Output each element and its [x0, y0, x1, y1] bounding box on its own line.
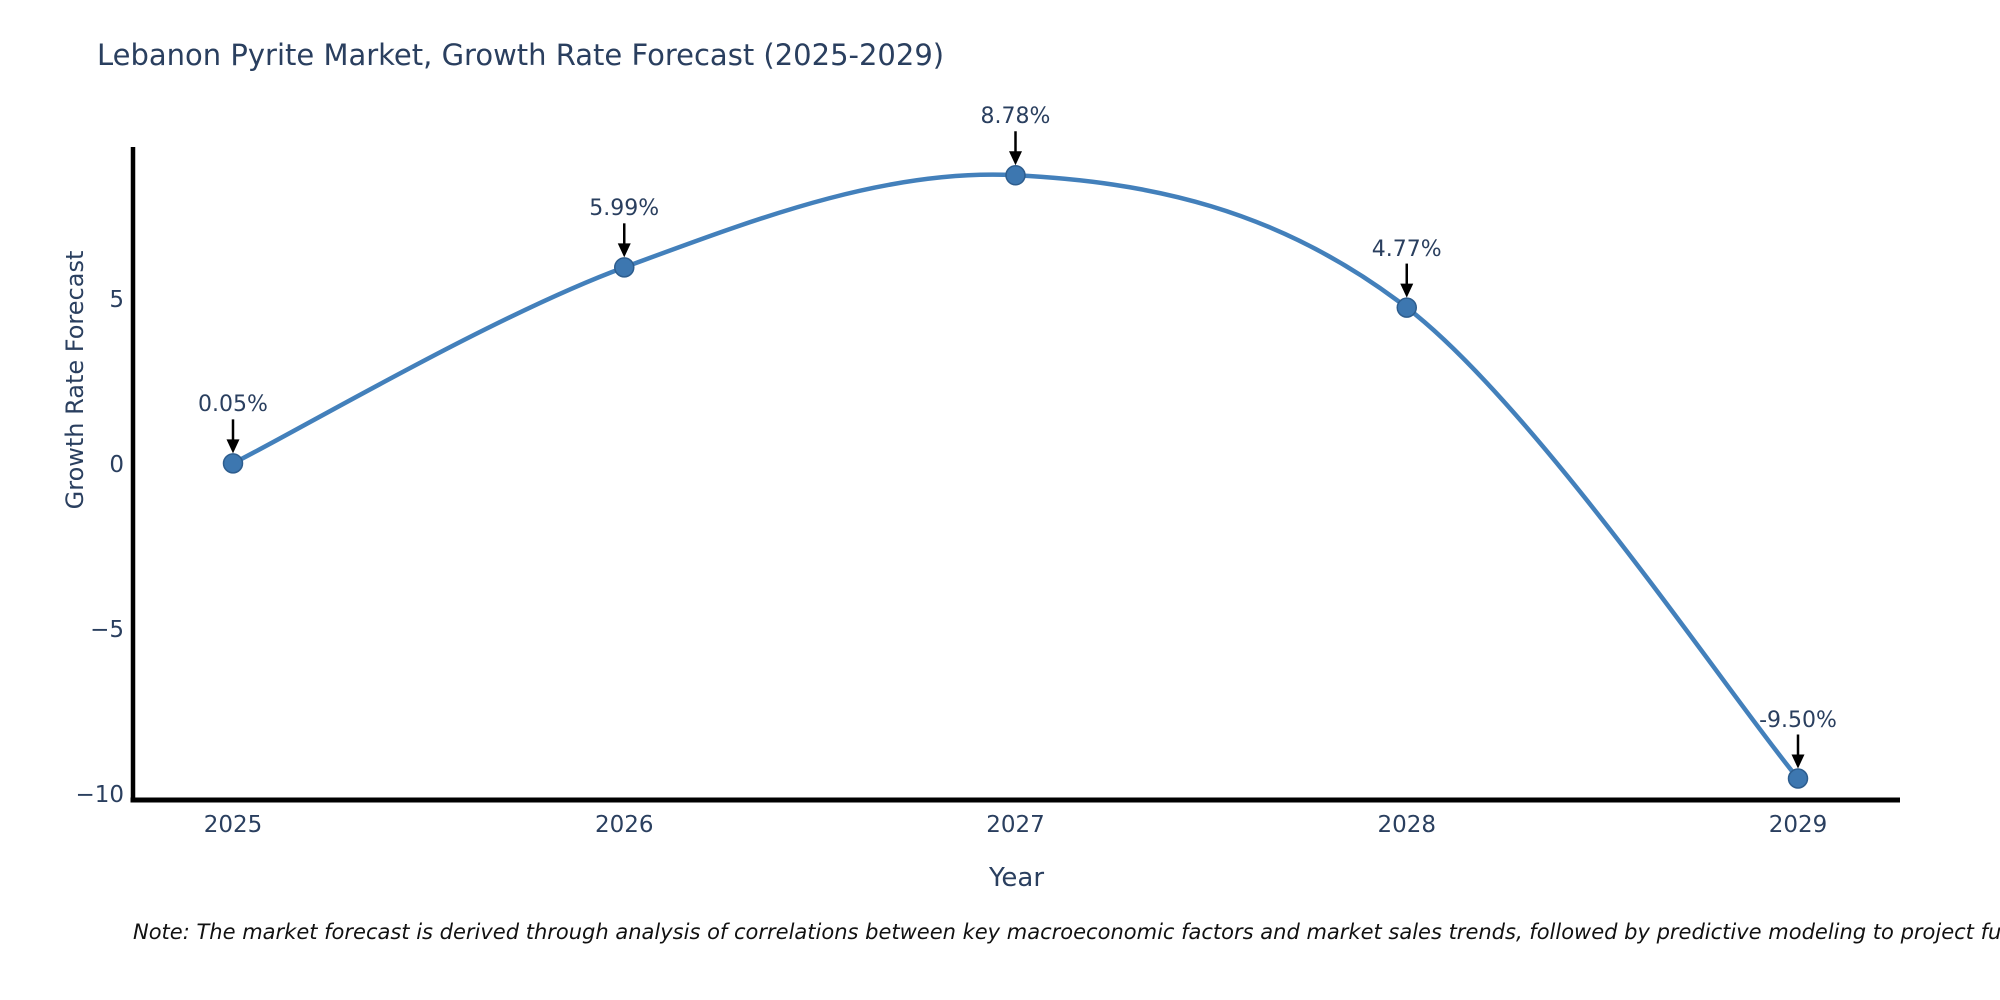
note-text: Note: The market forecast is derived thr…: [133, 920, 2000, 944]
data-point-annotation: 5.99%: [589, 196, 660, 222]
series-line-path: [230, 172, 1801, 781]
annotation-arrowhead-icon: [226, 439, 240, 454]
y-axis-title: Growth Rate Forecast: [61, 250, 89, 510]
data-point-marker: [1787, 768, 1809, 789]
x-axis-title: Year: [988, 863, 1045, 893]
annotation-arrowhead-icon: [617, 243, 631, 258]
data-point-marker: [222, 453, 244, 474]
y-tick-label: 5: [109, 287, 124, 313]
x-tick-label: 2029: [1768, 812, 1828, 838]
data-point-annotation: 4.77%: [1371, 236, 1442, 262]
annotation-arrowhead-icon: [1009, 151, 1022, 166]
annotation-arrowhead-icon: [1400, 283, 1414, 298]
data-point-marker: [1005, 165, 1026, 186]
y-tick-label: −5: [90, 617, 124, 643]
x-tick-label: 2026: [594, 812, 654, 838]
y-tick-label: 0: [109, 452, 124, 478]
chart-title: Lebanon Pyrite Market, Growth Rate Forec…: [97, 38, 945, 72]
data-point-markers: [222, 165, 1809, 789]
x-tick-label: 2028: [1377, 812, 1437, 838]
x-tick-label: 2025: [203, 812, 263, 838]
line-series: [230, 172, 1801, 781]
data-point-annotation: 0.05%: [198, 392, 268, 418]
data-point-marker: [614, 257, 635, 278]
data-point-marker: [1396, 297, 1417, 318]
annotation-arrowhead-icon: [1791, 754, 1805, 769]
data-point-annotation: 8.78%: [980, 104, 1051, 130]
axis-lines: [130, 147, 1900, 803]
data-point-annotation: -9.50%: [1759, 707, 1837, 733]
annotation-arrows: [226, 131, 1805, 769]
y-tick-label: −10: [75, 782, 124, 808]
x-tick-label: 2027: [986, 812, 1045, 838]
